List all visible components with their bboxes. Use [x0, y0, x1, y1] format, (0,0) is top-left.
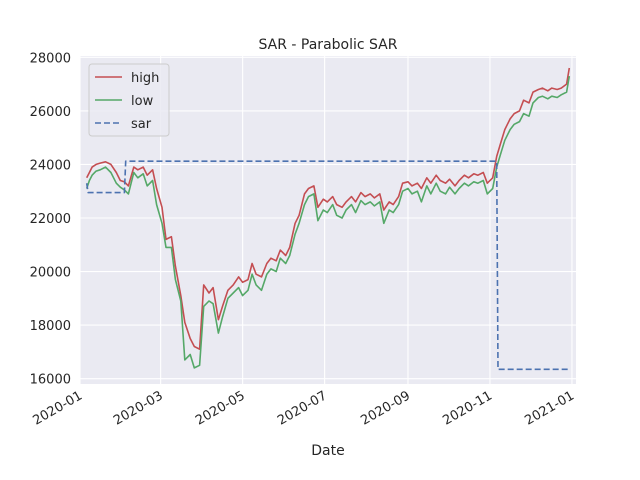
legend-box	[88, 63, 170, 137]
x-axis-label: Date	[311, 443, 344, 459]
chart-title: SAR - Parabolic SAR	[259, 37, 398, 53]
y-tick-label: 26000	[30, 105, 71, 120]
legend-label-high: high	[131, 71, 159, 86]
series-line-high	[85, 67, 571, 351]
y-tick-label: 22000	[30, 212, 71, 227]
legend-label-sar: sar	[131, 117, 152, 132]
y-tick-label: 24000	[30, 158, 71, 173]
y-tick-label: 20000	[30, 266, 71, 281]
legend: high low sar	[88, 63, 170, 137]
y-tick-label: 18000	[30, 319, 71, 334]
y-tick-label: 28000	[30, 51, 71, 66]
series-layer	[85, 67, 571, 371]
y-tick-label: 16000	[30, 373, 71, 388]
series-line-low	[85, 75, 571, 369]
y-axis: 16000 18000 20000 22000 24000 26000 28000	[30, 51, 71, 387]
legend-label-low: low	[131, 94, 154, 109]
series-line-sar	[85, 160, 570, 371]
